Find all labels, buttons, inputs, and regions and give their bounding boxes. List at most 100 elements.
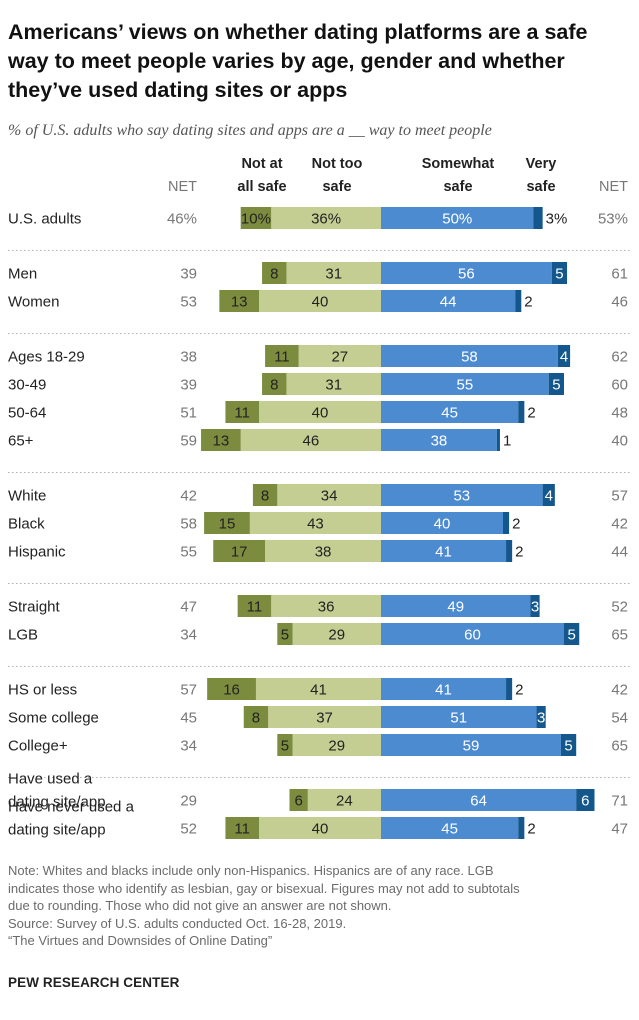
bar-not-too-safe (249, 512, 381, 534)
net-unsafe-value: 52 (180, 821, 197, 838)
bar-not-too-safe (271, 207, 381, 229)
bar-not-too-safe (259, 401, 381, 423)
bar-not-at-all-safe (243, 706, 269, 728)
label-not-at-all-safe: 13 (231, 294, 248, 311)
row-label: HS or less (8, 682, 77, 699)
bar-very-safe (506, 540, 513, 562)
label-very-safe: 3 (537, 710, 545, 727)
label-very-safe: 2 (524, 294, 532, 311)
net-safe-header: NET (599, 179, 628, 195)
label-not-too-safe: 40 (312, 294, 329, 311)
bar-not-at-all-safe (289, 789, 308, 811)
bar-not-at-all-safe (204, 512, 250, 534)
bar-very-safe (506, 678, 513, 700)
label-not-at-all-safe: 11 (234, 405, 250, 422)
net-safe-value: 52 (611, 599, 628, 616)
label-very-safe: 3 (531, 599, 539, 616)
bar-not-at-all-safe (237, 595, 272, 617)
bar-very-safe (518, 817, 525, 839)
row-label: Black (8, 516, 45, 533)
net-safe-value: 65 (611, 627, 628, 644)
label-not-too-safe: 38 (315, 544, 332, 561)
bar-not-too-safe (265, 540, 381, 562)
bar-not-too-safe (298, 345, 381, 367)
label-not-too-safe: 27 (331, 349, 348, 366)
net-unsafe-value: 39 (180, 377, 197, 394)
column-header-somewhat-safe: Somewhat (422, 156, 495, 172)
bar-very-safe (536, 706, 546, 728)
label-very-safe: 4 (545, 488, 553, 505)
row-label: dating site/app (8, 794, 106, 811)
label-not-at-all-safe: 13 (213, 433, 230, 450)
source-line: Source: Survey of U.S. adults conducted … (8, 915, 347, 931)
label-not-at-all-safe: 8 (252, 710, 260, 727)
label-somewhat-safe: 49 (447, 599, 464, 616)
bar-not-too-safe (255, 678, 381, 700)
net-safe-value: 46 (611, 294, 628, 311)
label-very-safe: 5 (555, 266, 563, 283)
column-header-not-at-all-safe: all safe (237, 179, 286, 195)
label-not-too-safe: 36 (318, 599, 335, 616)
label-very-safe: 2 (515, 682, 523, 699)
row-label: Have used a (8, 771, 93, 788)
label-not-too-safe: 31 (325, 377, 342, 394)
net-unsafe-value: 57 (180, 682, 197, 699)
bar-not-at-all-safe (225, 817, 259, 839)
net-unsafe-value: 42 (180, 488, 197, 505)
bar-very-safe (564, 623, 580, 645)
bar-not-at-all-safe (277, 623, 293, 645)
net-safe-value: 60 (611, 377, 628, 394)
label-somewhat-safe: 44 (440, 294, 457, 311)
column-header-very-safe: Very (526, 156, 557, 172)
bar-very-safe (576, 789, 595, 811)
net-unsafe-value: 45 (180, 710, 197, 727)
row-label: 65+ (8, 433, 34, 450)
net-safe-value: 42 (611, 516, 628, 533)
label-somewhat-safe: 50% (442, 211, 472, 228)
net-unsafe-value: 34 (180, 627, 197, 644)
bar-not-at-all-safe (207, 678, 256, 700)
bar-not-too-safe (240, 429, 381, 451)
bar-not-too-safe (286, 262, 381, 284)
bar-very-safe (515, 290, 522, 312)
label-not-at-all-safe: 8 (270, 266, 278, 283)
label-not-too-safe: 29 (328, 627, 345, 644)
label-not-too-safe: 36% (311, 211, 341, 228)
net-unsafe-value: 58 (180, 516, 197, 533)
label-not-at-all-safe: 5 (281, 738, 289, 755)
bar-not-too-safe (292, 734, 381, 756)
label-somewhat-safe: 41 (435, 544, 452, 561)
bar-very-safe (496, 429, 500, 451)
bar-very-safe (503, 512, 510, 534)
row-label: Women (8, 294, 59, 311)
row-label: White (8, 488, 46, 505)
chart-title: Americans’ views on whether dating platf… (8, 20, 588, 102)
label-somewhat-safe: 40 (434, 516, 451, 533)
net-safe-value: 42 (611, 682, 628, 699)
note-line: indicates those who identify as lesbian,… (8, 880, 520, 896)
column-header-not-at-all-safe: Not at (241, 156, 282, 172)
label-somewhat-safe: 59 (463, 738, 480, 755)
row-label: Have never used a (8, 799, 135, 816)
net-safe-value: 40 (611, 433, 628, 450)
bar-somewhat-safe (381, 262, 552, 284)
label-not-too-safe: 31 (325, 266, 342, 283)
label-somewhat-safe: 64 (470, 793, 487, 810)
bar-very-safe (551, 262, 568, 284)
label-not-at-all-safe: 11 (247, 599, 263, 616)
bar-not-too-safe (259, 817, 381, 839)
label-very-safe: 2 (512, 516, 520, 533)
bar-somewhat-safe (381, 429, 497, 451)
bar-not-at-all-safe (262, 373, 287, 395)
net-safe-value: 57 (611, 488, 628, 505)
label-very-safe: 1 (503, 433, 511, 450)
label-not-at-all-safe: 10% (241, 211, 271, 228)
row-label: LGB (8, 627, 38, 644)
row-label: College+ (8, 738, 68, 755)
net-unsafe-value: 59 (180, 433, 197, 450)
net-safe-value: 53% (598, 211, 628, 228)
label-somewhat-safe: 45 (441, 405, 458, 422)
bar-very-safe (557, 345, 571, 367)
label-somewhat-safe: 38 (431, 433, 448, 450)
bar-very-safe (542, 484, 555, 506)
